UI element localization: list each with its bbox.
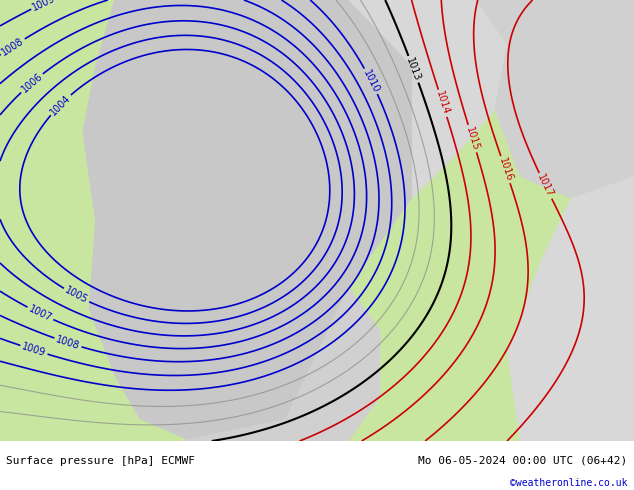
Text: 1007: 1007 [27,304,53,323]
Text: 1017: 1017 [536,172,555,199]
Text: 1014: 1014 [434,90,451,117]
Text: 1009: 1009 [31,0,57,13]
Text: 1010: 1010 [361,68,381,94]
Polygon shape [349,0,507,198]
Text: 1015: 1015 [464,125,481,152]
Polygon shape [476,0,634,198]
Text: 1009: 1009 [21,342,47,358]
Text: 1016: 1016 [497,156,514,183]
Polygon shape [507,176,634,441]
Text: 1005: 1005 [63,285,89,306]
Text: 1013: 1013 [404,56,422,82]
Text: Surface pressure [hPa] ECMWF: Surface pressure [hPa] ECMWF [6,456,195,466]
Text: 1004: 1004 [48,93,73,117]
Text: 1006: 1006 [19,71,44,95]
Text: Mo 06-05-2024 00:00 UTC (06+42): Mo 06-05-2024 00:00 UTC (06+42) [418,456,628,466]
Text: 1008: 1008 [55,334,81,351]
Polygon shape [82,0,444,441]
Text: ©weatheronline.co.uk: ©weatheronline.co.uk [510,478,628,488]
Text: 1008: 1008 [0,36,26,57]
Polygon shape [178,287,380,441]
